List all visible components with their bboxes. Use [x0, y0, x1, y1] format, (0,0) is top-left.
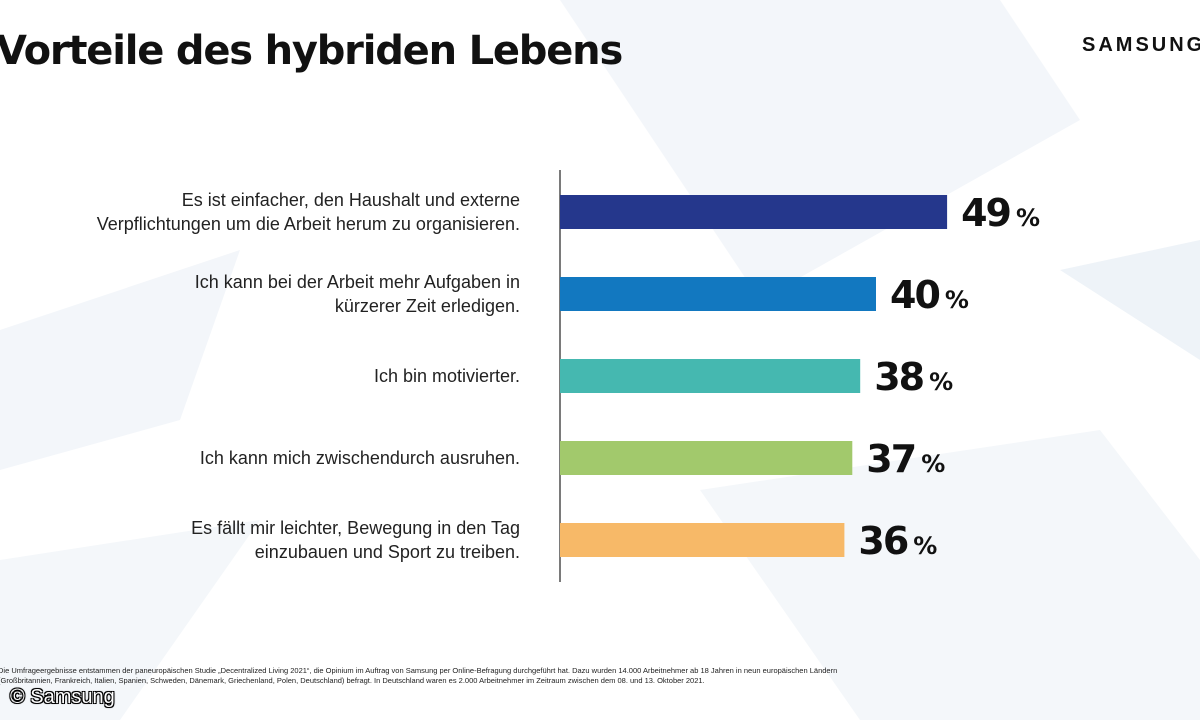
data-label: 40%: [890, 273, 969, 317]
category-label: Es fällt mir leichter, Bewegung in den T…: [191, 518, 520, 562]
bar: [560, 359, 861, 393]
bar: [560, 523, 845, 557]
bar: [560, 195, 948, 229]
bar: [560, 277, 876, 311]
category-label: Ich kann bei der Arbeit mehr Aufgaben in…: [194, 272, 520, 316]
bar: [560, 441, 853, 475]
samsung-logo: SAMSUNG: [1082, 34, 1200, 56]
footnote: Die Umfrageergebnisse entstammen der pan…: [0, 666, 838, 685]
data-label: 49%: [961, 191, 1040, 235]
category-label: Es ist einfacher, den Haushalt und exter…: [96, 190, 520, 234]
category-label: Ich kann mich zwischendurch ausruhen.: [199, 448, 520, 468]
category-label: Ich bin motivierter.: [373, 366, 520, 386]
data-label: 37%: [866, 437, 945, 481]
page-title: Vorteile des hybriden Lebens: [0, 28, 623, 74]
data-label: 38%: [874, 355, 953, 399]
data-label: 36%: [858, 519, 937, 563]
copyright-watermark: © Samsung: [10, 686, 115, 708]
